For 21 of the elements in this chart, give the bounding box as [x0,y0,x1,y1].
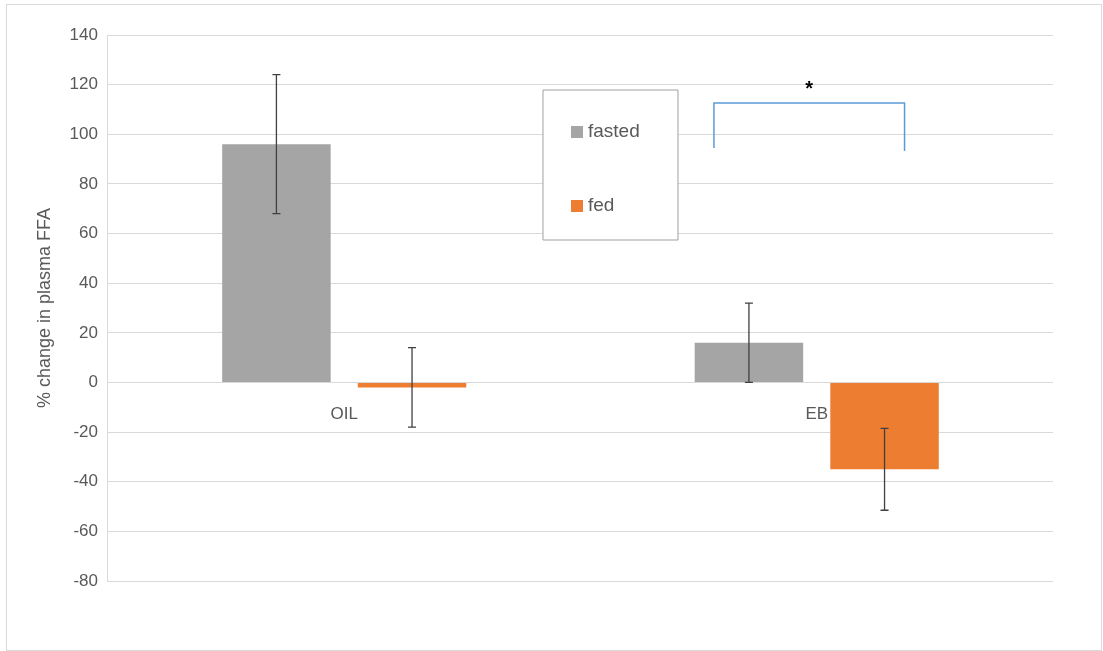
y-tick-label: -60 [73,521,98,541]
x-tick-label: EB [805,404,829,424]
y-tick-label: 60 [79,223,98,243]
y-tick-label: -40 [73,471,98,491]
bar [222,144,331,382]
bar [694,342,804,382]
y-tick-label: -20 [73,421,98,441]
y-tick-label: 100 [69,123,98,143]
y-tick-label: 140 [69,24,98,44]
legend-label: fed [587,194,615,216]
y-tick-label: 80 [79,173,98,193]
y-tick-label: -80 [73,570,98,590]
y-tick-label: 0 [88,372,98,392]
y-tick-label: 20 [79,322,98,342]
y-tick-label: 120 [69,74,98,94]
x-tick-label: OIL [330,404,358,424]
bar [830,382,939,470]
y-tick-label: 40 [79,272,98,292]
legend-label: fasted [587,120,640,142]
y-axis-title: % change in plasma FFA [33,207,54,409]
annotation: * [805,77,814,99]
